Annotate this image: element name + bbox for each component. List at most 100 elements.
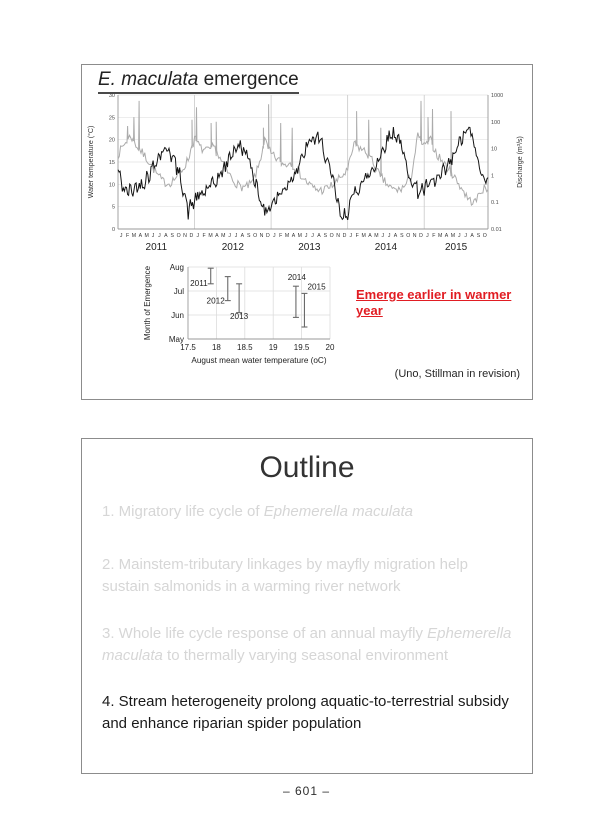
svg-text:J: J: [350, 233, 353, 239]
svg-text:A: A: [292, 233, 296, 239]
svg-text:A: A: [139, 233, 143, 239]
outline-title: Outline: [259, 451, 355, 484]
slide1-title: E. maculata emergence: [98, 69, 299, 94]
svg-text:M: M: [208, 233, 212, 239]
slide1-title-underline: E. maculata emergence: [98, 69, 299, 94]
svg-text:25: 25: [109, 115, 115, 121]
svg-text:F: F: [126, 233, 129, 239]
svg-text:N: N: [183, 233, 187, 239]
svg-text:J: J: [235, 233, 238, 239]
svg-text:J: J: [228, 233, 231, 239]
svg-text:M: M: [361, 233, 365, 239]
slide-outline: Outline 1. Migratory life cycle of Ephem…: [81, 438, 533, 774]
svg-text:A: A: [368, 233, 372, 239]
outline-item-3: 3. Whole life cycle response of an annua…: [102, 625, 512, 664]
svg-text:2011: 2011: [146, 242, 168, 253]
svg-text:1000: 1000: [491, 93, 503, 99]
svg-text:J: J: [464, 233, 467, 239]
svg-text:M: M: [374, 233, 378, 239]
svg-text:19: 19: [269, 343, 278, 352]
svg-text:F: F: [432, 233, 435, 239]
svg-text:M: M: [298, 233, 302, 239]
svg-text:M: M: [221, 233, 225, 239]
svg-text:M: M: [145, 233, 149, 239]
svg-text:May: May: [169, 335, 184, 344]
svg-text:17.5: 17.5: [180, 343, 196, 352]
svg-text:2012: 2012: [222, 242, 245, 253]
svg-text:O: O: [406, 233, 410, 239]
svg-text:S: S: [400, 233, 404, 239]
svg-text:A: A: [470, 233, 474, 239]
svg-text:N: N: [413, 233, 417, 239]
svg-text:10: 10: [491, 147, 497, 153]
svg-text:1: 1: [491, 173, 494, 179]
svg-text:2012: 2012: [207, 297, 226, 306]
svg-text:A: A: [445, 233, 449, 239]
svg-text:O: O: [177, 233, 181, 239]
svg-text:20: 20: [109, 138, 115, 144]
svg-text:J: J: [381, 233, 384, 239]
svg-text:100: 100: [491, 120, 500, 126]
svg-text:0.01: 0.01: [491, 227, 502, 233]
timeseries-chart: 0 5 10 15 20 25 30 0.01 0.1 1 10 100 1000 J F M A M J J A S O N…: [84, 89, 532, 261]
svg-text:2011: 2011: [190, 279, 208, 288]
svg-text:J: J: [458, 233, 461, 239]
svg-text:A: A: [394, 233, 398, 239]
svg-text:M: M: [132, 233, 136, 239]
svg-text:0: 0: [112, 227, 115, 233]
outline-item-1: 1. Migratory life cycle of Ephemerella m…: [102, 503, 413, 520]
svg-text:Month of Emergence: Month of Emergence: [143, 265, 152, 340]
svg-text:5: 5: [112, 205, 115, 211]
svg-text:2013: 2013: [298, 242, 321, 253]
svg-text:Aug: Aug: [170, 263, 184, 272]
svg-text:30: 30: [109, 93, 115, 99]
svg-text:J: J: [158, 233, 161, 239]
svg-text:J: J: [426, 233, 429, 239]
svg-text:M: M: [285, 233, 289, 239]
svg-text:O: O: [483, 233, 487, 239]
svg-text:J: J: [196, 233, 199, 239]
svg-text:J: J: [388, 233, 391, 239]
svg-text:15: 15: [109, 160, 115, 166]
slide-emergence: E. maculata emergence 0 5 10 15 20 25 30 0.01 0.…: [81, 64, 533, 400]
svg-text:A: A: [215, 233, 219, 239]
svg-text:20: 20: [326, 343, 335, 352]
svg-text:J: J: [273, 233, 276, 239]
svg-text:F: F: [279, 233, 282, 239]
svg-text:J: J: [311, 233, 314, 239]
svg-text:2014: 2014: [375, 242, 398, 253]
svg-text:Jul: Jul: [174, 287, 184, 296]
svg-text:J: J: [120, 233, 123, 239]
svg-text:S: S: [170, 233, 174, 239]
svg-text:O: O: [330, 233, 334, 239]
svg-text:O: O: [253, 233, 257, 239]
citation: (Uno, Stillman in revision): [394, 368, 520, 380]
svg-text:D: D: [419, 233, 423, 239]
svg-text:D: D: [189, 233, 193, 239]
annotation-emerge-earlier: Emerge earlier in warmer year: [356, 287, 512, 318]
svg-text:Jun: Jun: [171, 311, 184, 320]
svg-text:M: M: [438, 233, 442, 239]
svg-text:F: F: [203, 233, 206, 239]
outline-list: 1. Migratory life cycle of Ephemerella m…: [102, 501, 512, 735]
svg-text:F: F: [356, 233, 359, 239]
svg-text:J: J: [305, 233, 308, 239]
svg-text:18: 18: [212, 343, 221, 352]
outline-item-2: 2. Mainstem-tributary linkages by mayfly…: [102, 556, 468, 595]
svg-text:2013: 2013: [230, 312, 249, 321]
svg-text:D: D: [266, 233, 270, 239]
svg-text:N: N: [260, 233, 264, 239]
svg-text:2015: 2015: [307, 282, 326, 291]
svg-text:J: J: [152, 233, 155, 239]
svg-text:D: D: [343, 233, 347, 239]
svg-text:August mean water temperature: August mean water temperature (oC): [191, 356, 326, 365]
title-rest: emergence: [198, 69, 299, 90]
svg-text:S: S: [477, 233, 481, 239]
svg-text:A: A: [317, 233, 321, 239]
outline-item-4: 4. Stream heterogeneity prolong aquatic-…: [102, 693, 509, 732]
svg-text:Water temperature (°C): Water temperature (°C): [87, 126, 95, 199]
species-abbrev: E. maculata: [98, 69, 199, 90]
svg-text:A: A: [164, 233, 168, 239]
svg-text:2014: 2014: [288, 273, 307, 282]
